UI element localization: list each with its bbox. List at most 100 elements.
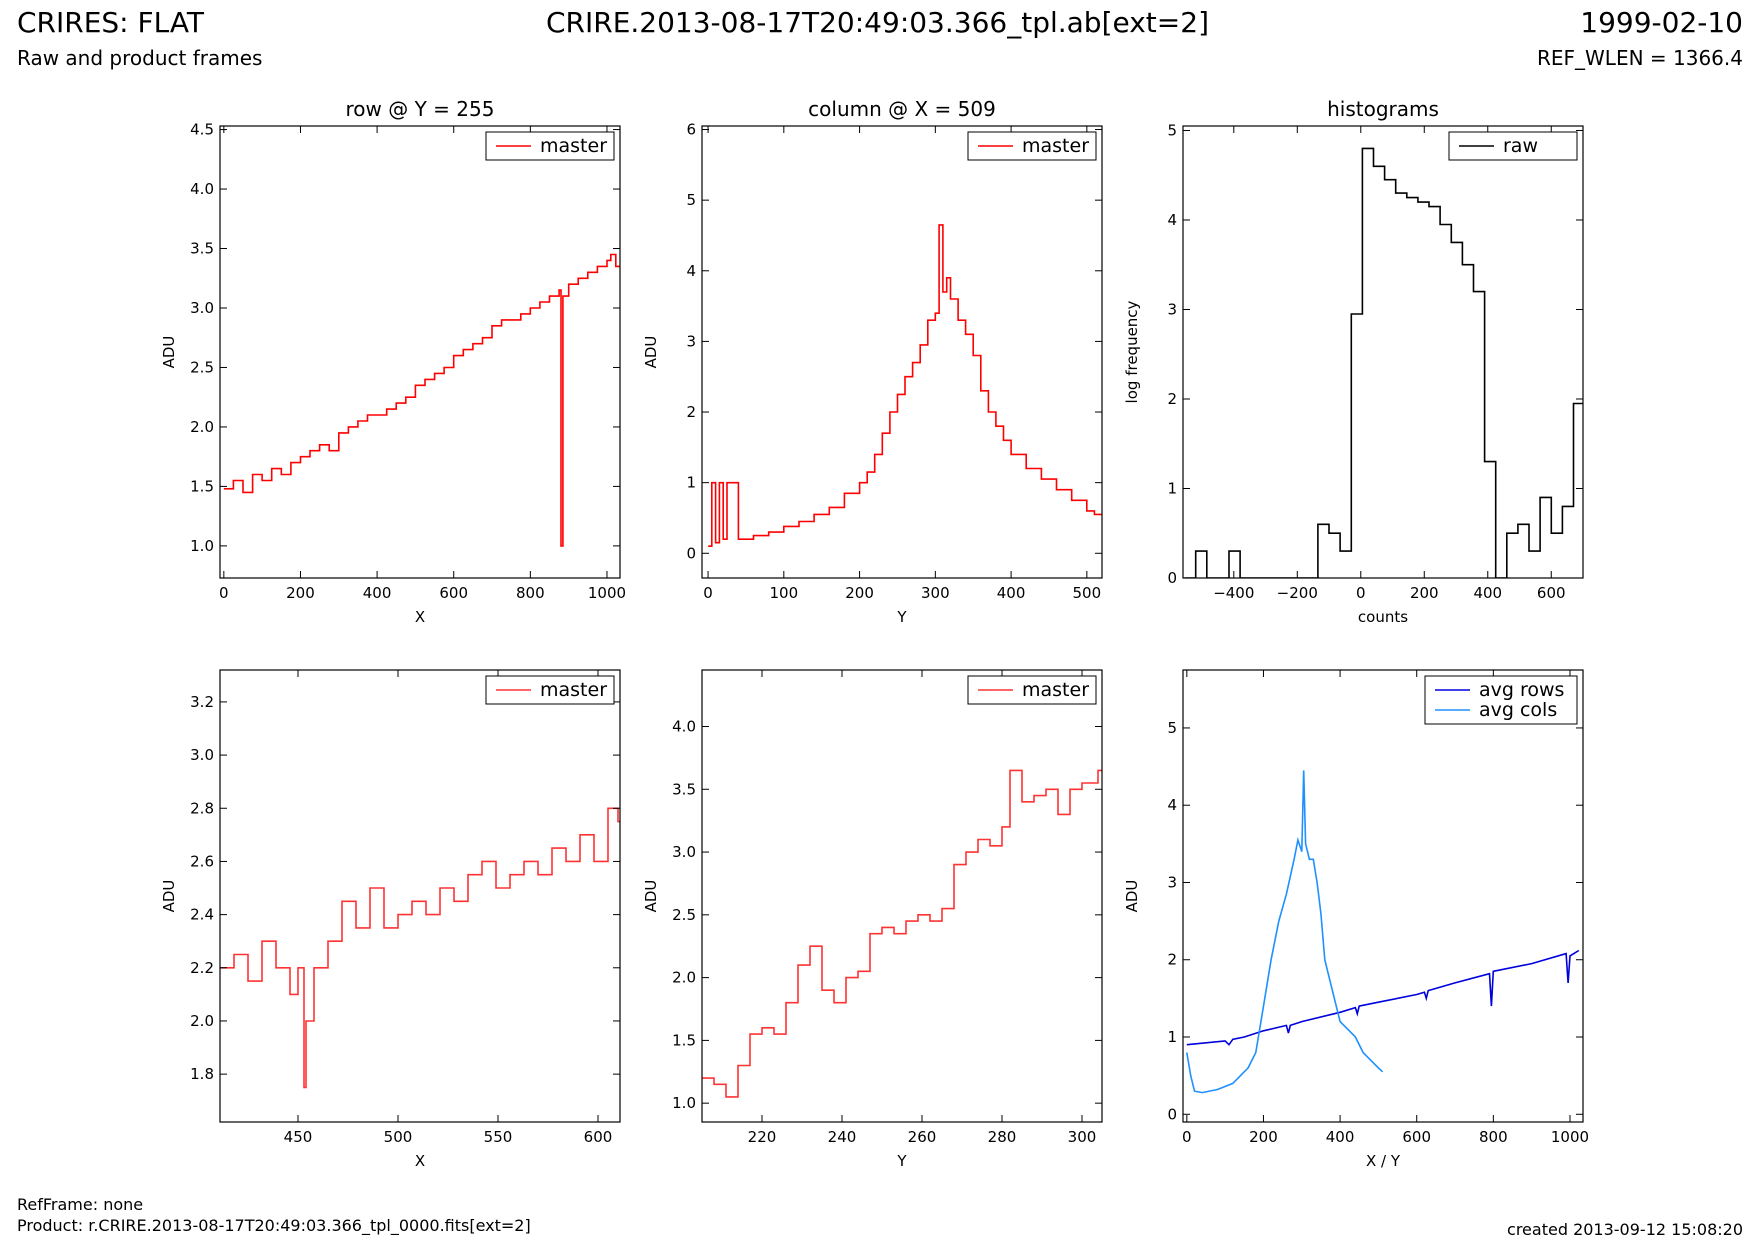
y-tick-label: 2.5 bbox=[672, 906, 696, 924]
plot-frame bbox=[701, 125, 1103, 579]
x-tick-label: −200 bbox=[1277, 584, 1318, 602]
y-tick-label: 2 bbox=[1167, 390, 1177, 408]
y-tick-label: 5 bbox=[686, 191, 696, 209]
y-tick-label: 6 bbox=[686, 121, 696, 139]
chart-row: 0 200 400 600 800 1000 1.0 1.5 2.0 2.5 3.0 3.5 4.0 4.… bbox=[160, 97, 626, 626]
x-tick-label: 400 bbox=[997, 584, 1026, 602]
y-axis-label: log frequency bbox=[1123, 300, 1141, 403]
x-tick-label: 600 bbox=[1537, 584, 1566, 602]
x-tick-label: 260 bbox=[908, 1128, 937, 1146]
y-tick-label: 0 bbox=[1167, 1105, 1177, 1123]
x-tick-label: 0 bbox=[1356, 584, 1366, 602]
y-tick-label: 5 bbox=[1167, 121, 1177, 139]
x-tick-label: 400 bbox=[363, 584, 392, 602]
x-tick-label: 600 bbox=[439, 584, 468, 602]
y-tick-label: 5 bbox=[1167, 719, 1177, 737]
y-tick-label: 3.5 bbox=[672, 780, 696, 798]
y-tick-label: 1 bbox=[686, 474, 696, 492]
plot-frame bbox=[1182, 669, 1584, 1123]
x-axis-label: X bbox=[415, 1152, 425, 1170]
legend-label: avg cols bbox=[1479, 699, 1557, 721]
y-tick-label: 3.0 bbox=[672, 843, 696, 861]
chart-row-zoom: 450 500 550 600 1.8 2.0 2.2 2.4 2.6 2.8 3.0 3.2 X ADU… bbox=[160, 669, 621, 1170]
x-tick-label: 200 bbox=[845, 584, 874, 602]
x-tick-label: −400 bbox=[1213, 584, 1254, 602]
y-tick-label: 1.0 bbox=[672, 1094, 696, 1112]
legend: master bbox=[485, 131, 615, 161]
y-tick-label: 4 bbox=[1167, 211, 1177, 229]
chart-histograms: −400 −200 0 200 400 600 0 1 2 3 4 5 histograms counts… bbox=[1123, 97, 1584, 626]
y-tick-label: 2.0 bbox=[190, 1012, 214, 1030]
x-tick-label: 550 bbox=[484, 1128, 513, 1146]
subtitle: Raw and product frames bbox=[17, 46, 263, 70]
x-tick-label: 200 bbox=[286, 584, 315, 602]
y-tick-label: 3.5 bbox=[190, 240, 214, 258]
chart-title: row @ Y = 255 bbox=[346, 97, 495, 121]
x-tick-label: 450 bbox=[284, 1128, 313, 1146]
x-tick-label: 200 bbox=[1410, 584, 1439, 602]
legend-label: master bbox=[1022, 135, 1089, 157]
x-tick-label: 300 bbox=[1068, 1128, 1097, 1146]
y-tick-label: 3 bbox=[1167, 300, 1177, 318]
x-tick-label: 300 bbox=[921, 584, 950, 602]
x-tick-label: 0 bbox=[219, 584, 229, 602]
y-tick-label: 2.2 bbox=[190, 959, 214, 977]
product-label: Product: r.CRIRE.2013-08-17T20:49:03.366… bbox=[17, 1216, 531, 1235]
y-axis-label: ADU bbox=[642, 880, 660, 913]
y-tick-label: 1.8 bbox=[190, 1065, 214, 1083]
y-tick-label: 0 bbox=[686, 544, 696, 562]
legend-label: master bbox=[540, 135, 607, 157]
legend: master bbox=[967, 675, 1097, 705]
y-tick-label: 3 bbox=[1167, 873, 1177, 891]
y-tick-label: 2.8 bbox=[190, 799, 214, 817]
x-tick-label: 500 bbox=[1073, 584, 1102, 602]
y-tick-label: 2.0 bbox=[190, 418, 214, 436]
x-tick-label: 1000 bbox=[588, 584, 626, 602]
x-tick-label: 600 bbox=[1402, 1128, 1431, 1146]
y-tick-label: 3 bbox=[686, 332, 696, 350]
legend-box bbox=[1424, 675, 1578, 725]
x-tick-label: 220 bbox=[748, 1128, 777, 1146]
plot-frame bbox=[219, 125, 621, 579]
y-tick-label: 2.0 bbox=[672, 969, 696, 987]
y-tick-label: 1.0 bbox=[190, 537, 214, 555]
x-tick-label: 800 bbox=[1479, 1128, 1508, 1146]
legend-label: raw bbox=[1503, 135, 1538, 157]
legend: master bbox=[967, 131, 1097, 161]
x-tick-label: 400 bbox=[1326, 1128, 1355, 1146]
y-tick-label: 2.6 bbox=[190, 852, 214, 870]
chart-averages: 0 200 400 600 800 1000 0 1 2 3 4 5 X / Y ADU avg rowsa… bbox=[1123, 669, 1589, 1170]
x-tick-label: 500 bbox=[384, 1128, 413, 1146]
series-line-master bbox=[220, 807, 620, 1089]
x-axis-label: counts bbox=[1358, 608, 1408, 626]
y-tick-label: 4 bbox=[1167, 796, 1177, 814]
y-tick-label: 2.5 bbox=[190, 358, 214, 376]
x-axis-label: X bbox=[415, 608, 425, 626]
y-tick-label: 1.5 bbox=[190, 477, 214, 495]
y-tick-label: 4.0 bbox=[190, 180, 214, 198]
legend-label: master bbox=[540, 679, 607, 701]
y-tick-label: 1.5 bbox=[672, 1031, 696, 1049]
y-tick-label: 0 bbox=[1167, 569, 1177, 587]
y-tick-label: 3.0 bbox=[190, 746, 214, 764]
x-axis-label: Y bbox=[896, 1152, 907, 1170]
x-axis-label: X / Y bbox=[1366, 1152, 1401, 1170]
x-tick-label: 0 bbox=[1182, 1128, 1192, 1146]
chart-column-zoom: 220 240 260 280 300 1.0 1.5 2.0 2.5 3.0 3.5 4.0 Y ADU… bbox=[642, 669, 1103, 1170]
legend: raw bbox=[1448, 131, 1578, 161]
y-tick-label: 3.2 bbox=[190, 693, 214, 711]
x-tick-label: 240 bbox=[828, 1128, 857, 1146]
created-label: created 2013-09-12 15:08:20 bbox=[1507, 1220, 1743, 1239]
y-tick-label: 2 bbox=[1167, 951, 1177, 969]
chart-title: column @ X = 509 bbox=[808, 97, 996, 121]
x-tick-label: 1000 bbox=[1551, 1128, 1589, 1146]
date-label: 1999-02-10 bbox=[1580, 6, 1743, 39]
series-line-master bbox=[708, 224, 1102, 547]
y-tick-label: 4.5 bbox=[190, 121, 214, 139]
series-line-raw bbox=[1184, 147, 1583, 578]
x-axis-label: Y bbox=[896, 608, 907, 626]
y-tick-label: 1 bbox=[1167, 1028, 1177, 1046]
series-line-avg-cols bbox=[1186, 770, 1384, 1094]
chart-column: 0 100 200 300 400 500 0 1 2 3 4 5 6 column @ X = 509 Y… bbox=[642, 97, 1103, 626]
